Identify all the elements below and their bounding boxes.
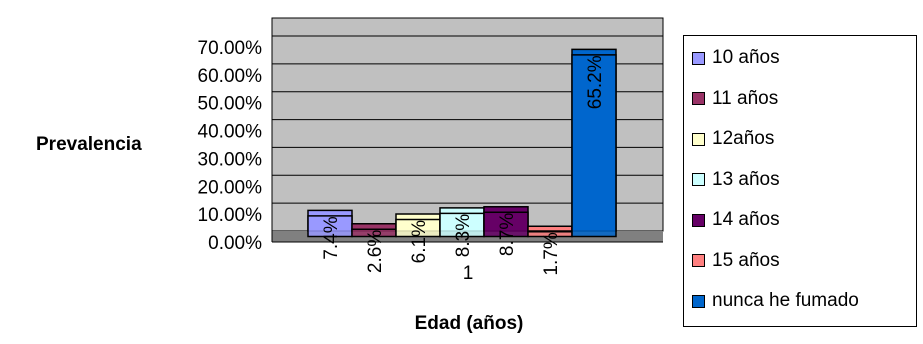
bar: [527, 225, 573, 232]
legend-item: 10 años: [692, 46, 780, 70]
legend-swatch: [692, 92, 705, 105]
data-label: 2.6%: [365, 230, 386, 273]
y-axis-title: Prevalencia: [36, 134, 142, 155]
legend-label: 10 años: [712, 47, 780, 68]
data-label: 8.7%: [497, 213, 518, 256]
legend-label: 14 años: [712, 209, 780, 230]
legend-item: 13 años: [692, 168, 780, 192]
data-label: 6.1%: [409, 220, 430, 263]
data-label: 1.7%: [541, 232, 562, 275]
legend-label: 12años: [712, 128, 775, 149]
data-label: 7.4%: [321, 216, 342, 259]
legend-item: 15 años: [692, 249, 780, 273]
legend-swatch: [692, 51, 705, 65]
y-tick-label: 0.00%: [208, 233, 262, 254]
legend-swatch: [692, 213, 705, 227]
y-tick-label: 10.00%: [198, 205, 263, 226]
bar-face: [571, 54, 617, 238]
legend-label: nunca he fumado: [712, 290, 859, 311]
legend-swatch: [692, 173, 705, 186]
legend: 10 años 11 años 12años 13 años 14 años 15 año…: [683, 35, 917, 327]
x-axis-title: Edad (años): [415, 313, 524, 334]
x-tick-label: 1: [463, 263, 474, 284]
y-tick-label: 50.00%: [198, 94, 263, 115]
legend-label: 11 años: [712, 87, 779, 109]
data-label: 8.3%: [453, 214, 474, 257]
y-tick-label: 60.00%: [198, 66, 263, 87]
legend-item: 11 años: [692, 87, 778, 111]
legend-swatch: [692, 254, 705, 267]
legend-item: 14 años: [692, 208, 780, 232]
legend-label: 13 años: [712, 168, 780, 190]
y-tick-label: 70.00%: [198, 38, 263, 59]
legend-item: nunca he fumado: [692, 289, 859, 313]
y-tick-label: 20.00%: [198, 177, 263, 198]
data-label: 65.2%: [585, 55, 606, 109]
legend-item: 12años: [692, 127, 774, 151]
bar-face: [483, 211, 529, 238]
legend-swatch: [692, 132, 705, 146]
y-tick-label: 40.00%: [198, 122, 263, 143]
y-tick-label: 30.00%: [198, 149, 263, 170]
legend-swatch: [692, 294, 705, 308]
legend-label: 15 años: [712, 249, 780, 271]
